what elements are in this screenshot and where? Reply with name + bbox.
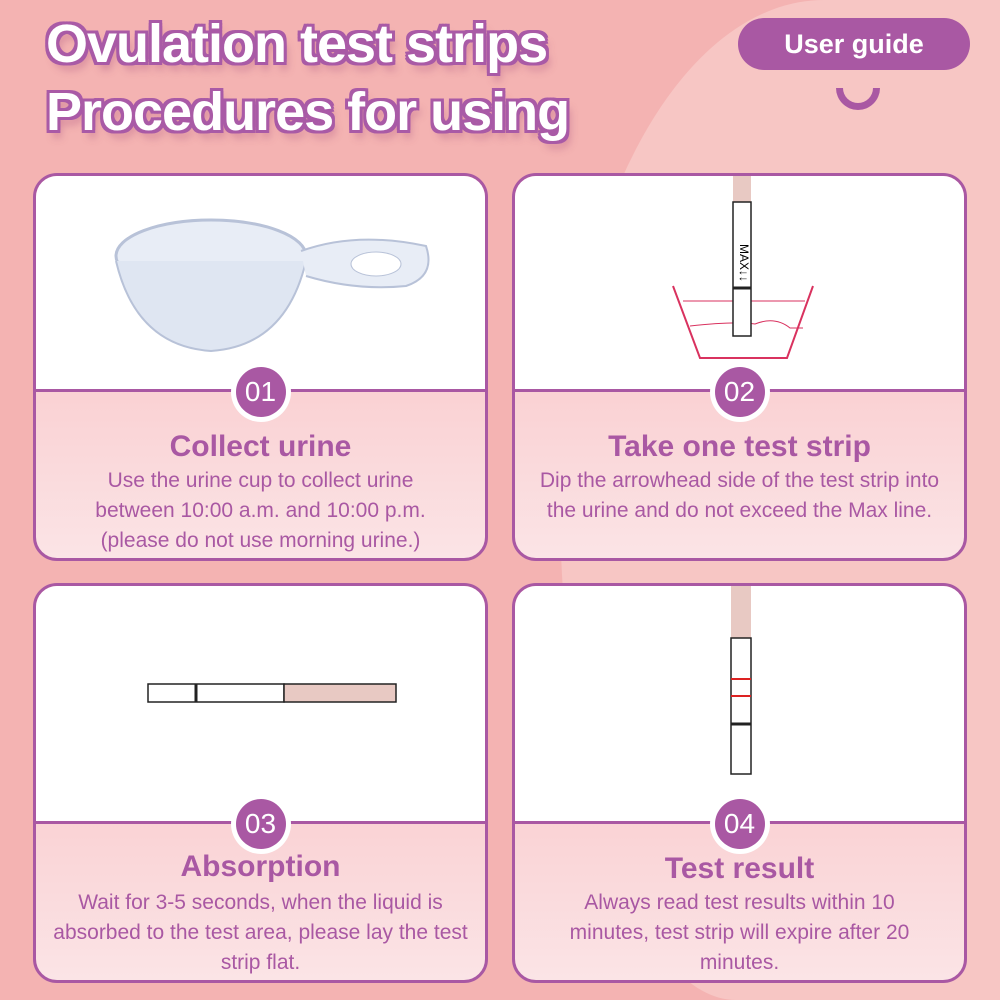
step-number: 03 (235, 799, 286, 849)
absorption-image (36, 586, 485, 824)
step-title: Collect urine (169, 430, 352, 463)
step-card-1: 01 Collect urine Use the urine cup to co… (33, 173, 488, 561)
step-title: Test result (664, 852, 815, 885)
step-description: Always read test results within 10 minut… (569, 891, 910, 974)
step-description: Dip the arrowhead side of the test strip… (539, 469, 940, 522)
user-guide-badge: User guide (738, 18, 970, 70)
step-title: Take one test strip (608, 430, 871, 463)
step-card-3: 03 Absorption Wait for 3-5 seconds, when… (33, 583, 488, 983)
strip-in-cup-icon (672, 176, 814, 359)
step-title: Absorption (180, 850, 341, 883)
horizontal-strip-icon (147, 683, 397, 703)
page-title: Ovulation test strips Procedures for usin… (46, 14, 570, 142)
step-description: Use the urine cup to collect urine betwe… (95, 469, 426, 552)
step-number: 01 (235, 367, 286, 417)
step-description: Wait for 3-5 seconds, when the liquid is… (53, 891, 468, 974)
smile-icon (836, 88, 880, 110)
max-label: MAX↓↓ (737, 243, 751, 282)
step-card-2: MAX↓↓ 02 Take one test strip Dip the arr… (512, 173, 967, 561)
dip-strip-image: MAX↓↓ (515, 176, 964, 392)
test-result-image (515, 586, 964, 824)
step-card-4: 04 Test result Always read test results … (512, 583, 967, 983)
urine-cup-icon (114, 218, 430, 353)
step-number: 02 (714, 367, 765, 417)
step-number: 04 (714, 799, 765, 849)
result-strip-icon (730, 586, 752, 775)
urine-cup-image (36, 176, 485, 392)
